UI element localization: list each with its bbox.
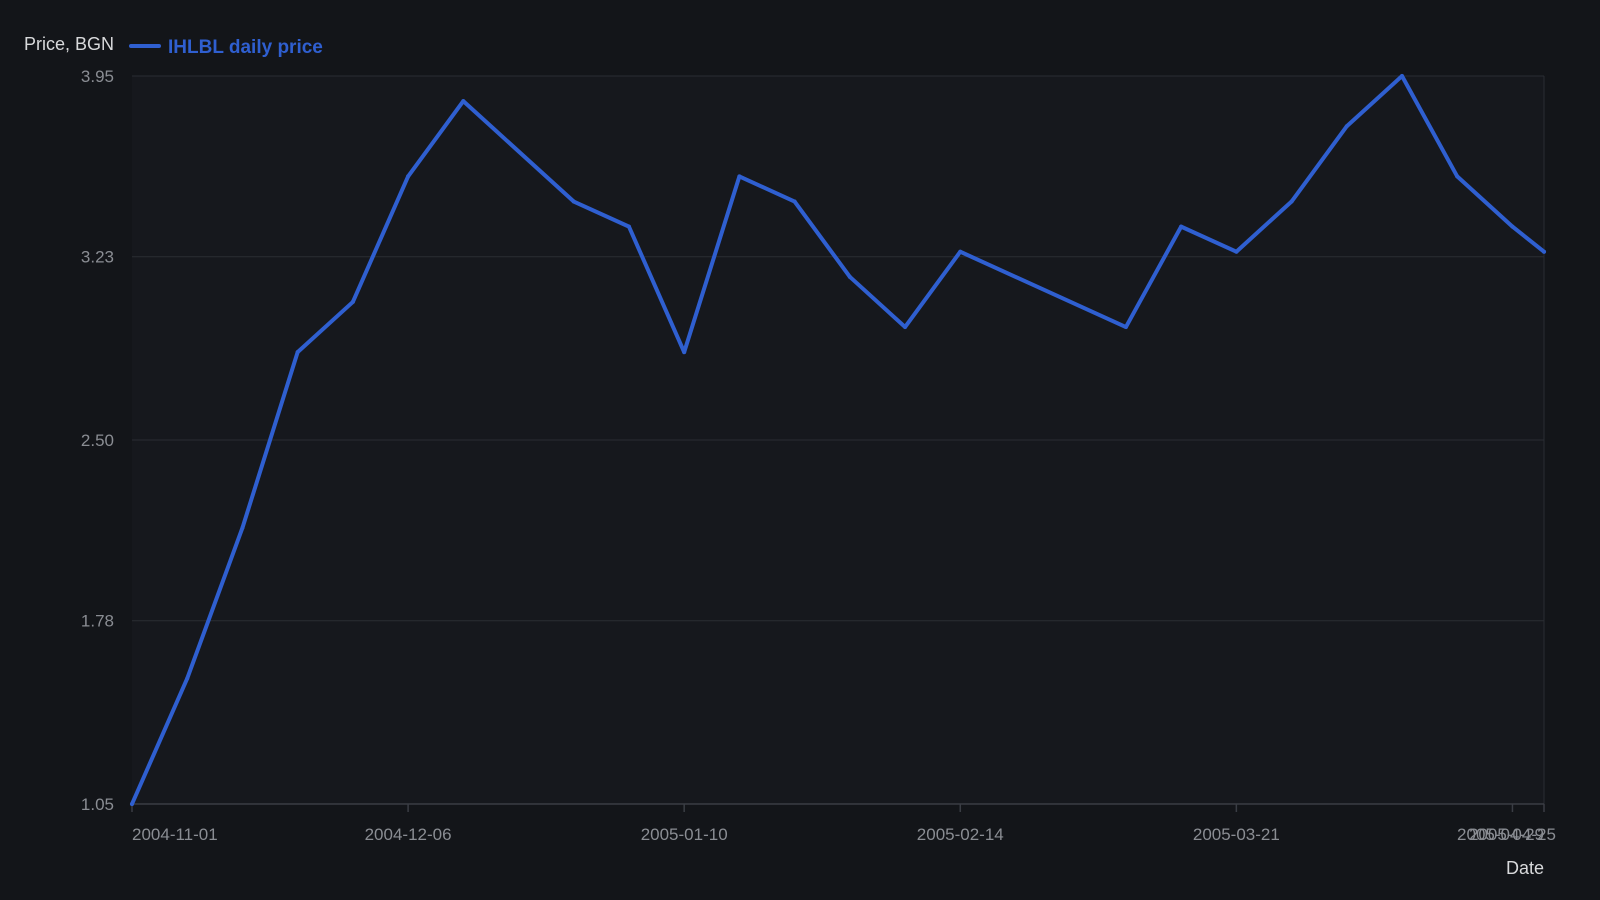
- x-tick-label: 2005-04-25: [1469, 825, 1556, 844]
- data-point[interactable]: [1542, 249, 1546, 254]
- data-point[interactable]: [1510, 224, 1515, 229]
- x-tick-label: 2004-12-06: [365, 825, 452, 844]
- legend-label[interactable]: IHLBL daily price: [168, 37, 323, 58]
- data-point[interactable]: [1179, 224, 1184, 229]
- y-tick-label: 1.05: [81, 795, 114, 814]
- data-point[interactable]: [571, 199, 576, 204]
- y-tick-label: 2.50: [81, 431, 114, 450]
- data-point[interactable]: [1123, 325, 1128, 330]
- data-point[interactable]: [958, 249, 963, 254]
- data-point[interactable]: [406, 174, 411, 179]
- data-point[interactable]: [295, 350, 300, 355]
- data-point[interactable]: [185, 676, 190, 681]
- axes: [131, 76, 1545, 812]
- y-axis-label: Price, BGN: [24, 34, 114, 54]
- x-tick-label: 2005-04-29: [1457, 825, 1544, 844]
- y-tick-label: 3.95: [81, 67, 114, 86]
- data-point[interactable]: [626, 224, 631, 229]
- series-layer: [130, 74, 1546, 806]
- data-point[interactable]: [240, 525, 245, 530]
- y-tick-label: 1.78: [81, 612, 114, 631]
- data-point[interactable]: [847, 274, 852, 279]
- data-point[interactable]: [350, 299, 355, 304]
- x-tick-label: 2005-02-14: [917, 825, 1004, 844]
- data-point[interactable]: [130, 802, 134, 806]
- data-point[interactable]: [792, 199, 797, 204]
- data-point[interactable]: [1455, 174, 1460, 179]
- data-point[interactable]: [737, 174, 742, 179]
- x-axis-label: Date: [1506, 858, 1544, 878]
- y-tick-label: 3.23: [81, 248, 114, 267]
- data-point[interactable]: [903, 325, 908, 330]
- x-tick-label: 2005-03-21: [1193, 825, 1280, 844]
- x-tick-label: 2004-11-01: [132, 825, 218, 844]
- data-point[interactable]: [1289, 199, 1294, 204]
- data-point[interactable]: [461, 99, 466, 104]
- tick-labels: 1.05 1.78 2.50 3.23 3.95 2004-11-01 2004-12-06…: [81, 67, 1556, 844]
- data-point[interactable]: [682, 350, 687, 355]
- x-tick-label: 2005-01-10: [641, 825, 728, 844]
- data-point[interactable]: [1234, 249, 1239, 254]
- series-line[interactable]: [130, 74, 1546, 806]
- data-point[interactable]: [1344, 124, 1349, 129]
- data-point[interactable]: [1400, 74, 1405, 78]
